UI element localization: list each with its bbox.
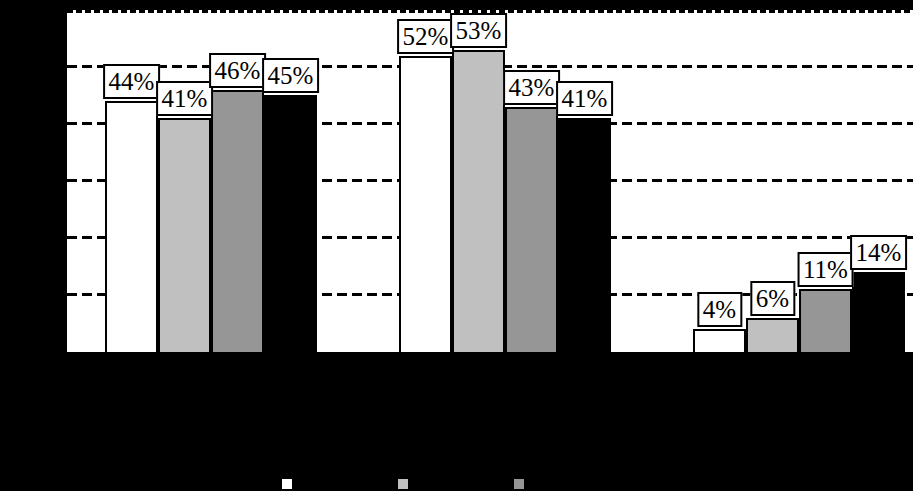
bar-series-3-gray-group2 [505, 107, 558, 352]
bar-series-2-silver-group2 [452, 50, 505, 352]
bar-series-4-black-group3 [852, 272, 905, 352]
bar-series-2-silver-group1 [158, 118, 211, 352]
bar-series-1-white-group1 [105, 101, 158, 352]
bar-series-1-white-group3 [693, 329, 746, 352]
data-label-series-1-white-group2: 52% [397, 19, 455, 55]
bar-series-2-silver-group3 [746, 318, 799, 352]
bar-series-1-white-group2 [399, 56, 452, 352]
legend-swatch-series-2-silver [397, 478, 409, 490]
data-label-series-1-white-group3: 4% [697, 292, 742, 328]
plot-area: 44% 52% 4% 41% 53% 6% 46% 43% 11% 45% 41% 14% [67, 10, 913, 352]
data-label-series-2-silver-group2: 53% [450, 13, 508, 49]
data-label-series-3-gray-group1: 46% [209, 53, 267, 89]
data-label-series-2-silver-group3: 6% [750, 281, 795, 317]
legend-swatch-series-4-black [629, 478, 641, 490]
bar-series-3-gray-group1 [211, 90, 264, 352]
x-axis-line [67, 352, 913, 354]
data-label-series-3-gray-group2: 43% [503, 70, 561, 106]
legend-swatch-series-1-white [281, 478, 293, 490]
data-label-series-1-white-group1: 44% [103, 64, 161, 100]
data-label-series-4-black-group3: 14% [850, 235, 908, 271]
data-label-series-4-black-group2: 41% [556, 81, 614, 117]
chart-canvas: 44% 52% 4% 41% 53% 6% 46% 43% 11% 45% 41% 14% [0, 0, 913, 491]
data-label-series-4-black-group1: 45% [262, 58, 320, 94]
bar-series-3-gray-group3 [799, 289, 852, 352]
data-label-series-3-gray-group3: 11% [797, 252, 854, 288]
bar-series-4-black-group1 [264, 95, 317, 352]
data-label-series-2-silver-group1: 41% [156, 81, 214, 117]
bar-series-4-black-group2 [558, 118, 611, 352]
legend-swatch-series-3-gray [513, 478, 525, 490]
